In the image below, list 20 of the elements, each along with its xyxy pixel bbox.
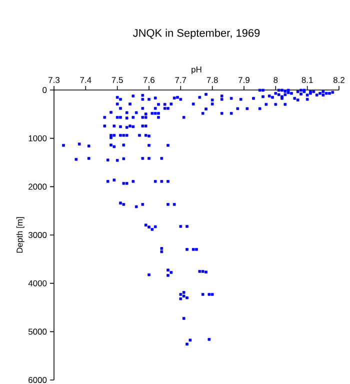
x-tick-label: 7.8 <box>206 76 218 83</box>
x-tick-label: 7.6 <box>144 76 155 83</box>
y-tick-label: 5000 <box>28 328 47 335</box>
x-tick-label: 7.4 <box>80 77 92 83</box>
y-tick-label: 2000 <box>28 184 47 190</box>
x-tick-label: 7.5 <box>112 77 123 83</box>
x-tick-label: 8.1 <box>302 76 313 83</box>
y-axis-title: Depth [m] <box>16 217 24 253</box>
x-tick-label: 7.9 <box>238 76 250 83</box>
x-tick-label: 7.3 <box>48 76 60 83</box>
x-axis-title: pH <box>192 66 202 74</box>
y-tick-label: 1000 <box>28 135 47 142</box>
x-tick-label: 8 <box>274 76 278 83</box>
y-tick-label: 6000 <box>28 377 47 383</box>
chart-title: JNQK in September, 1969 <box>133 28 260 39</box>
y-tick-label: 3000 <box>28 232 47 238</box>
y-tick-label: 4000 <box>28 280 47 286</box>
y-tick-label: 0 <box>42 87 47 93</box>
x-tick-label: 8.2 <box>333 76 344 83</box>
x-tick-label: 7.7 <box>175 77 186 83</box>
